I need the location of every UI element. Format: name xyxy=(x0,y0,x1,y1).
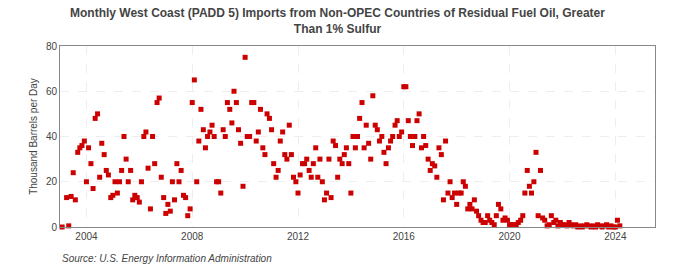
svg-text:40: 40 xyxy=(46,131,58,142)
svg-text:2020: 2020 xyxy=(498,231,521,242)
svg-text:2012: 2012 xyxy=(287,231,310,242)
svg-text:Source: U.S. Energy Informatio: Source: U.S. Energy Information Administ… xyxy=(62,253,272,264)
svg-text:2008: 2008 xyxy=(181,231,204,242)
svg-text:60: 60 xyxy=(46,86,58,97)
svg-text:2004: 2004 xyxy=(75,231,98,242)
svg-text:2016: 2016 xyxy=(393,231,416,242)
svg-text:0: 0 xyxy=(51,222,57,233)
svg-text:20: 20 xyxy=(46,176,58,187)
svg-text:2024: 2024 xyxy=(604,231,627,242)
svg-text:80: 80 xyxy=(46,41,58,52)
svg-text:Thousand Barrels per Day: Thousand Barrels per Day xyxy=(28,78,39,195)
svg-text:Monthly West Coast (PADD 5) Im: Monthly West Coast (PADD 5) Imports from… xyxy=(70,6,605,36)
